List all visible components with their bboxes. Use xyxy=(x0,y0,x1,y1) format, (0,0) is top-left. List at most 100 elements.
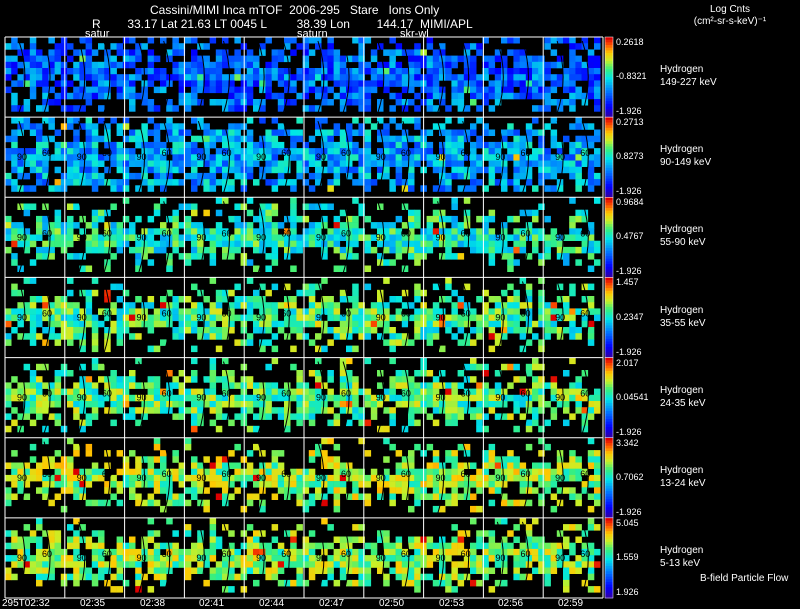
contour-label: 60 xyxy=(580,148,590,158)
heatmap-cell xyxy=(160,228,167,235)
heatmap-cell xyxy=(358,314,365,322)
heatmap-cell xyxy=(98,542,105,550)
heatmap-cell xyxy=(110,376,117,383)
heatmap-cell xyxy=(587,123,595,130)
heatmap-cell xyxy=(563,160,570,167)
heatmap-cell xyxy=(54,548,62,556)
heatmap-cell xyxy=(197,302,204,309)
heatmap-cell xyxy=(426,413,434,420)
heatmap-cell xyxy=(470,234,477,241)
heatmap-cell xyxy=(525,160,533,167)
heatmap-cell xyxy=(315,450,322,457)
heatmap-cell xyxy=(197,314,204,322)
heatmap-cell xyxy=(544,123,551,130)
heatmap-cell xyxy=(408,253,415,260)
heatmap-cell xyxy=(116,160,124,167)
heatmap-cell xyxy=(302,68,310,75)
heatmap-cell xyxy=(253,105,260,112)
heatmap-cell xyxy=(569,105,576,112)
heatmap-cell xyxy=(470,74,477,81)
heatmap-cell xyxy=(358,481,365,488)
colorbar-step xyxy=(605,416,613,420)
heatmap-cell xyxy=(147,141,155,149)
contour-line xyxy=(581,120,589,194)
heatmap-cell xyxy=(408,80,415,87)
heatmap-cell xyxy=(308,135,316,143)
heatmap-cell xyxy=(222,555,229,562)
heatmap-cell xyxy=(550,135,558,143)
heatmap-cell xyxy=(67,117,74,124)
contour-line xyxy=(197,521,205,595)
heatmap-cell xyxy=(203,160,210,167)
heatmap-cell xyxy=(191,37,198,44)
heatmap-cell xyxy=(172,548,179,556)
heatmap-cell xyxy=(519,345,527,353)
heatmap-cell xyxy=(259,401,266,408)
colorbar-step xyxy=(605,435,613,439)
colorbar-step xyxy=(605,71,613,75)
colorbar-step xyxy=(605,325,613,329)
heatmap-cell xyxy=(457,561,465,568)
heatmap-cell xyxy=(153,209,161,217)
heatmap-cell xyxy=(17,49,24,56)
heatmap-cell xyxy=(17,561,24,568)
heatmap-cell xyxy=(271,333,279,340)
heatmap-cell xyxy=(104,481,111,488)
heatmap-cell xyxy=(141,499,148,507)
heatmap-cell xyxy=(556,296,564,303)
heatmap-cell xyxy=(488,129,496,136)
band-panel: 90 60 90 60 90 60 90 60 90 60 90 60 90 60 90 60 90 60 90 60 xyxy=(5,277,601,354)
heatmap-cell xyxy=(550,129,558,136)
heatmap-cell xyxy=(197,468,204,476)
heatmap-cell xyxy=(315,302,322,309)
band-label: Hydrogen 5-13 keV xyxy=(660,544,703,570)
heatmap-cell xyxy=(166,259,173,266)
heatmap-cell xyxy=(507,37,514,44)
heatmap-cell xyxy=(532,363,539,371)
heatmap-cell xyxy=(271,141,279,149)
heatmap-cell xyxy=(166,49,173,56)
heatmap-cell xyxy=(488,92,496,100)
heatmap-cell xyxy=(215,166,223,174)
heatmap-cell xyxy=(401,468,409,476)
heatmap-cell xyxy=(470,80,477,87)
heatmap-cell xyxy=(432,55,440,63)
contour-label: 60 xyxy=(341,469,351,479)
colorbar-step xyxy=(605,280,613,284)
colorbar-step xyxy=(605,165,613,169)
heatmap-cell xyxy=(507,283,514,291)
heatmap-cell xyxy=(141,99,148,106)
heatmap-cell xyxy=(36,394,43,402)
heatmap-cell xyxy=(147,179,155,186)
contour-line xyxy=(402,361,410,434)
heatmap-cell xyxy=(364,215,372,223)
heatmap-cell xyxy=(463,561,471,568)
heatmap-cell xyxy=(488,68,496,75)
heatmap-cell xyxy=(408,215,415,223)
heatmap-cell xyxy=(333,49,341,56)
heatmap-cell xyxy=(463,363,471,371)
heatmap-cell xyxy=(98,468,105,476)
heatmap-cell xyxy=(538,68,545,75)
contour-label: 90 xyxy=(77,152,87,162)
heatmap-cell xyxy=(259,548,266,556)
heatmap-cell xyxy=(445,586,452,593)
heatmap-cell xyxy=(339,99,347,106)
heatmap-cell xyxy=(451,413,458,420)
heatmap-cell xyxy=(501,314,508,322)
heatmap-cell xyxy=(284,320,291,328)
heatmap-cell xyxy=(426,394,434,402)
heatmap-cell xyxy=(501,135,508,143)
heatmap-cell xyxy=(42,74,49,81)
heatmap-cell xyxy=(166,265,173,272)
heatmap-cell xyxy=(302,105,310,112)
contour-label: 90 xyxy=(495,313,505,323)
heatmap-cell xyxy=(538,474,545,482)
heatmap-cell xyxy=(91,240,99,248)
heatmap-cell xyxy=(228,166,235,174)
heatmap-cell xyxy=(377,166,384,174)
heatmap-cell xyxy=(228,474,235,482)
heatmap-cell xyxy=(253,99,260,106)
heatmap-cell xyxy=(153,382,161,389)
heatmap-cell xyxy=(352,222,359,229)
